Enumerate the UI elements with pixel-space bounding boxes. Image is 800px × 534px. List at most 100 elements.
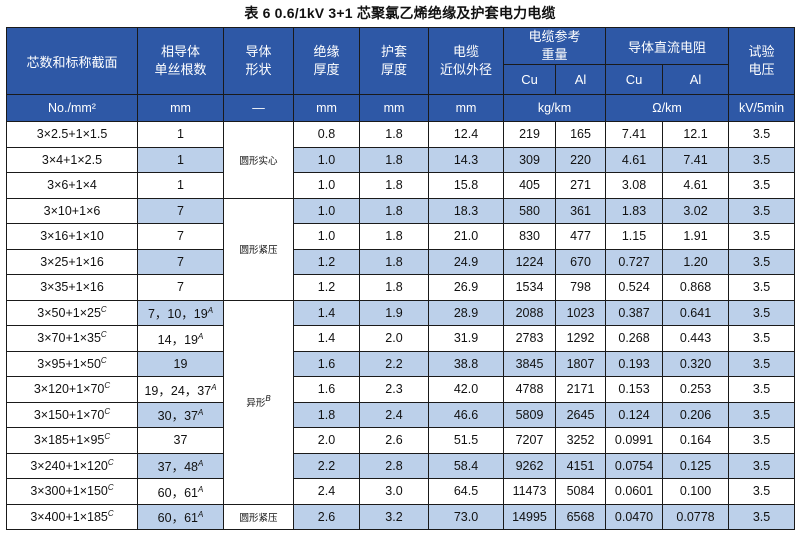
weight-al-cell: 477 (554, 223, 607, 250)
section-cell: 3×2.5+1×1.5 (6, 121, 138, 148)
wire-count-cell: 7 (137, 248, 224, 275)
sheath-cell: 1.8 (359, 197, 429, 224)
sheath-cell: 1.8 (359, 146, 429, 173)
resistance-cu-cell: 1.15 (605, 223, 664, 250)
insulation-cell: 1.2 (293, 274, 360, 301)
test-voltage-cell: 3.5 (728, 172, 796, 199)
resistance-al-cell: 12.1 (662, 121, 730, 148)
wire-count-cell: 7 (137, 223, 224, 250)
test-voltage-cell: 3.5 (728, 350, 796, 377)
insulation-cell: 1.8 (293, 401, 360, 428)
header-resistance-al: Al (662, 64, 730, 95)
header-weight-al: Al (554, 64, 607, 95)
unit-sheath: mm (359, 94, 429, 122)
header-insulation: 绝缘 厚度 (293, 27, 360, 95)
sheath-cell: 2.8 (359, 452, 429, 479)
weight-cu-cell: 1224 (503, 248, 556, 275)
test-voltage-cell: 3.5 (728, 223, 796, 250)
diameter-cell: 15.8 (428, 172, 504, 199)
cable-spec-table: 芯数和标称截面 相导体 单丝根数 导体 形状 绝缘 厚度 护套 厚度 电缆 近似外径 电缆… (6, 27, 796, 530)
sheath-cell: 3.0 (359, 478, 429, 505)
resistance-cu-cell: 0.0601 (605, 478, 664, 505)
section-cell: 3×16+1×10 (6, 223, 138, 250)
footnote-marker: A (197, 459, 204, 469)
sheath-cell: 3.2 (359, 503, 429, 530)
wire-count-cell: 7，10，19A (137, 299, 224, 326)
unit-diameter: mm (428, 94, 504, 122)
conductor-shape-cell: 圆形实心 (223, 121, 294, 199)
resistance-al-cell: 0.206 (662, 401, 730, 428)
resistance-cu-cell: 0.524 (605, 274, 664, 301)
footnote-marker: A (197, 331, 204, 341)
weight-cu-cell: 9262 (503, 452, 556, 479)
diameter-cell: 42.0 (428, 376, 504, 403)
resistance-cu-cell: 0.268 (605, 325, 664, 352)
resistance-al-cell: 0.320 (662, 350, 730, 377)
section-cell: 3×185+1×95C (6, 427, 138, 454)
table-row: 3×35+1×16 7 1.2 1.8 26.9 1534 798 0.524 0.868 3.5 (6, 274, 796, 301)
footnote-marker: C (100, 304, 107, 314)
test-voltage-cell: 3.5 (728, 299, 796, 326)
wire-count-cell: 60，61A (137, 478, 224, 505)
weight-al-cell: 670 (554, 248, 607, 275)
weight-cu-cell: 14995 (503, 503, 556, 530)
diameter-cell: 31.9 (428, 325, 504, 352)
resistance-cu-cell: 0.0470 (605, 503, 664, 530)
sheath-cell: 2.2 (359, 350, 429, 377)
resistance-al-cell: 0.868 (662, 274, 730, 301)
section-cell: 3×240+1×120C (6, 452, 138, 479)
resistance-al-cell: 0.0778 (662, 503, 730, 530)
table-row: 3×120+1×70C 19，24，37A 1.6 2.3 42.0 4788 2171 0.… (6, 376, 796, 403)
insulation-cell: 2.6 (293, 503, 360, 530)
diameter-cell: 46.6 (428, 401, 504, 428)
resistance-al-cell: 1.20 (662, 248, 730, 275)
header-sheath: 护套 厚度 (359, 27, 429, 95)
weight-al-cell: 361 (554, 197, 607, 224)
weight-al-cell: 165 (554, 121, 607, 148)
unit-resistance: Ω/km (605, 94, 730, 122)
wire-count-cell: 37，48A (137, 452, 224, 479)
insulation-cell: 2.4 (293, 478, 360, 505)
wire-count-cell: 19，24，37A (137, 376, 224, 403)
footnote-marker: C (104, 432, 111, 442)
diameter-cell: 73.0 (428, 503, 504, 530)
resistance-cu-cell: 3.08 (605, 172, 664, 199)
table-row: 3×300+1×150C 60，61A 2.4 3.0 64.5 11473 5084 0.0… (6, 478, 796, 505)
conductor-shape-cell: 圆形紧压 (223, 503, 294, 530)
footnote-marker: C (100, 330, 107, 340)
weight-al-cell: 2171 (554, 376, 607, 403)
wire-count-cell: 14，19A (137, 325, 224, 352)
test-voltage-cell: 3.5 (728, 248, 796, 275)
test-voltage-cell: 3.5 (728, 478, 796, 505)
table-row: 3×4+1×2.5 1 1.0 1.8 14.3 309 220 4.61 7.41 3.5 (6, 146, 796, 173)
conductor-shape-cell: 圆形紧压 (223, 197, 294, 301)
insulation-cell: 1.0 (293, 223, 360, 250)
sheath-cell: 2.4 (359, 401, 429, 428)
resistance-al-cell: 0.125 (662, 452, 730, 479)
insulation-cell: 1.0 (293, 197, 360, 224)
weight-al-cell: 5084 (554, 478, 607, 505)
section-cell: 3×400+1×185C (6, 503, 138, 530)
insulation-cell: 1.2 (293, 248, 360, 275)
table-row: 3×150+1×70C 30，37A 1.8 2.4 46.6 5809 2645 0.124… (6, 401, 796, 428)
header-test-voltage: 试验 电压 (728, 27, 796, 95)
sheath-cell: 2.3 (359, 376, 429, 403)
test-voltage-cell: 3.5 (728, 197, 796, 224)
weight-cu-cell: 1534 (503, 274, 556, 301)
resistance-al-cell: 0.443 (662, 325, 730, 352)
wire-count-cell: 1 (137, 121, 224, 148)
wire-count-cell: 60，61A (137, 503, 224, 530)
weight-cu-cell: 830 (503, 223, 556, 250)
wire-count-cell: 7 (137, 274, 224, 301)
table-row: 3×95+1×50C 19 1.6 2.2 38.8 3845 1807 0.193 0.320… (6, 350, 796, 377)
footnote-marker: C (100, 355, 107, 365)
insulation-cell: 1.6 (293, 376, 360, 403)
test-voltage-cell: 3.5 (728, 325, 796, 352)
test-voltage-cell: 3.5 (728, 503, 796, 530)
sheath-cell: 1.8 (359, 248, 429, 275)
weight-al-cell: 3252 (554, 427, 607, 454)
footnote-marker: B (265, 394, 271, 403)
weight-cu-cell: 219 (503, 121, 556, 148)
footnote-marker: C (104, 381, 111, 391)
table-row: 3×70+1×35C 14，19A 1.4 2.0 31.9 2783 1292 0.268 0… (6, 325, 796, 352)
